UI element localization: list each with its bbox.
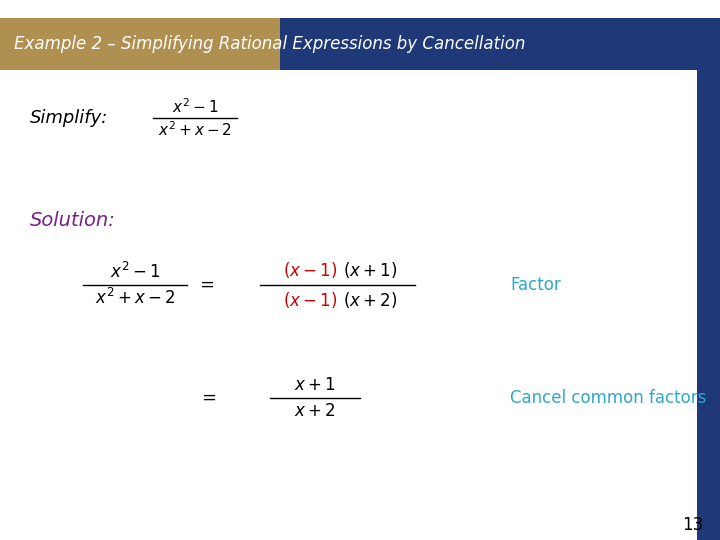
Text: $x^2+x-2$: $x^2+x-2$ xyxy=(158,120,232,139)
Text: $(x+1)$: $(x+1)$ xyxy=(343,260,397,280)
Bar xyxy=(280,18,720,70)
Text: $=$: $=$ xyxy=(198,390,216,406)
Text: Example 2 – Simplifying Rational Expressions by Cancellation: Example 2 – Simplifying Rational Express… xyxy=(14,35,526,53)
Text: $x+2$: $x+2$ xyxy=(294,402,336,420)
Text: $(x-1)$: $(x-1)$ xyxy=(283,290,337,310)
Text: $(x+2)$: $(x+2)$ xyxy=(343,290,397,310)
Text: $=$: $=$ xyxy=(196,277,215,293)
Text: 13: 13 xyxy=(683,516,703,534)
Bar xyxy=(0,18,285,70)
Text: $(x-1)$: $(x-1)$ xyxy=(283,260,337,280)
Text: $x^2-1$: $x^2-1$ xyxy=(109,262,161,282)
Text: $x+1$: $x+1$ xyxy=(294,376,336,394)
Text: Solution:: Solution: xyxy=(30,211,116,229)
Text: $x^2+x-2$: $x^2+x-2$ xyxy=(94,288,176,308)
Bar xyxy=(697,70,720,540)
Text: Simplify:: Simplify: xyxy=(30,109,109,127)
Text: Cancel common factors: Cancel common factors xyxy=(510,389,706,407)
Text: Factor: Factor xyxy=(510,276,561,294)
Text: $x^2-1$: $x^2-1$ xyxy=(172,98,218,116)
